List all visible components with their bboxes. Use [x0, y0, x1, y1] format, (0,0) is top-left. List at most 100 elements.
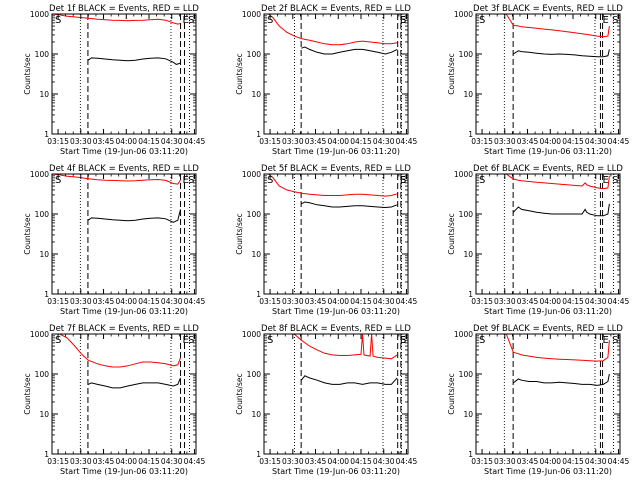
panel-9-series-black-events — [512, 373, 610, 386]
panel-3-y-axis-label: Counts/sec — [447, 53, 456, 94]
panel-4-y-tick-label-2: 100 — [35, 210, 50, 219]
panel-2-x-tick-label-0: 03:15 — [259, 137, 281, 146]
panel-1-series-red-lld — [52, 14, 181, 25]
panel-7-x-tick-label-1: 03:30 — [70, 457, 92, 466]
panel-4-region-marker-2: S — [188, 175, 194, 186]
panel-7-x-tick-label-5: 04:30 — [161, 457, 183, 466]
panel-3-region-marker-2: S — [612, 15, 618, 26]
panel-5-x-tick-label-6: 04:45 — [396, 297, 418, 306]
panel-9-x-tick-label-5: 04:30 — [585, 457, 607, 466]
panel-4-region-marker-1: E — [183, 175, 189, 186]
panel-1-y-axis-label: Counts/sec — [23, 53, 32, 94]
panel-7-x-tick-label-3: 04:00 — [115, 457, 137, 466]
panel-7-y-tick-label-3: 1000 — [30, 330, 49, 339]
panel-8-title: Det 8f BLACK = Events, RED = LLD — [261, 324, 411, 334]
panel-4-x-tick-label-6: 04:45 — [184, 297, 206, 306]
panel-6-x-tick-label-2: 03:45 — [517, 297, 539, 306]
panel-2-x-axis-label: Start Time (19-Jun-06 03:11:20) — [272, 147, 400, 156]
panel-3-x-tick-label-3: 04:00 — [539, 137, 561, 146]
panel-9-plot-frame — [475, 333, 621, 455]
panel-1-region-marker-1: E — [183, 15, 189, 26]
panel-5-x-tick-label-1: 03:30 — [282, 297, 304, 306]
panel-4-y-tick-label-3: 1000 — [30, 170, 49, 179]
panel-1-y-tick-label-1: 10 — [39, 90, 49, 99]
panel-2-x-tick-label-4: 04:15 — [350, 137, 372, 146]
panel-6-x-tick-label-1: 03:30 — [494, 297, 516, 306]
panel-2-series-red-lld — [264, 14, 398, 46]
panel-4-x-tick-label-5: 04:30 — [161, 297, 183, 306]
panel-2-y-axis-label: Counts/sec — [235, 53, 244, 94]
panel-9-region-marker-2: S — [612, 335, 618, 346]
panel-4-y-tick-label-0: 1 — [44, 290, 49, 299]
panel-7-x-tick-label-2: 03:45 — [93, 457, 115, 466]
panel-8-region-marker-1: E — [400, 335, 406, 346]
panel-1-x-tick-label-1: 03:30 — [70, 137, 92, 146]
panel-2-x-tick-label-1: 03:30 — [282, 137, 304, 146]
panel-3-x-tick-label-0: 03:15 — [471, 137, 493, 146]
panel-1: 1 10 100 1000 03:15 03:30 03:45 04:00 04:15 04:30… — [23, 4, 206, 156]
panel-1-series-black-events — [87, 57, 181, 65]
panel-2-x-tick-label-5: 04:30 — [373, 137, 395, 146]
panel-4-series-red-lld — [52, 174, 181, 185]
panel-5-y-tick-label-2: 100 — [247, 210, 262, 219]
panel-5-y-tick-label-1: 10 — [251, 250, 261, 259]
panel-2-x-tick-label-3: 04:00 — [327, 137, 349, 146]
panel-3-title: Det 3f BLACK = Events, RED = LLD — [473, 4, 623, 14]
panel-3-region-marker-0: S — [479, 15, 485, 26]
panel-2-y-tick-label-2: 100 — [247, 50, 262, 59]
panel-8-y-axis-label: Counts/sec — [235, 373, 244, 414]
panel-2-plot-frame — [263, 13, 409, 135]
panel-4-plot-frame — [51, 173, 197, 295]
panel-5-x-tick-label-4: 04:15 — [350, 297, 372, 306]
panel-3-x-tick-label-6: 04:45 — [608, 137, 630, 146]
panel-6-x-tick-label-4: 04:15 — [562, 297, 584, 306]
panel-3-x-tick-label-5: 04:30 — [585, 137, 607, 146]
panel-7-y-tick-label-2: 100 — [35, 370, 50, 379]
panel-8-y-tick-label-2: 100 — [247, 370, 262, 379]
panel-3-y-tick-label-2: 100 — [459, 50, 474, 59]
panel-3-x-tick-label-4: 04:15 — [562, 137, 584, 146]
panel-4-x-tick-label-2: 03:45 — [93, 297, 115, 306]
panel-9-x-axis-label: Start Time (19-Jun-06 03:11:20) — [484, 467, 612, 476]
panel-7-y-tick-label-1: 10 — [39, 410, 49, 419]
panel-8-x-tick-label-3: 04:00 — [327, 457, 349, 466]
panel-6-x-tick-label-0: 03:15 — [471, 297, 493, 306]
panel-5-x-tick-label-5: 04:30 — [373, 297, 395, 306]
panel-7-title: Det 7f BLACK = Events, RED = LLD — [49, 324, 199, 334]
panel-5: 1 10 100 1000 03:15 03:30 03:45 04:00 04:15 04:30… — [235, 164, 418, 316]
panel-7-series-black-events — [87, 377, 181, 389]
panel-6-y-tick-label-2: 100 — [459, 210, 474, 219]
panel-6-series-black-events — [512, 203, 610, 217]
panel-1-y-tick-label-3: 1000 — [30, 10, 49, 19]
panel-9-y-tick-label-3: 1000 — [454, 330, 473, 339]
panel-7-plot-frame — [51, 333, 197, 455]
panel-7-region-marker-2: S — [188, 335, 194, 346]
panel-7-y-axis-label: Counts/sec — [23, 373, 32, 414]
panel-8-series-black-events — [300, 375, 398, 385]
panel-1-y-tick-label-2: 100 — [35, 50, 50, 59]
panel-4-title: Det 4f BLACK = Events, RED = LLD — [49, 164, 199, 174]
panel-2-region-marker-1: E — [400, 15, 406, 26]
panel-4-x-tick-label-1: 03:30 — [70, 297, 92, 306]
panel-2-y-tick-label-0: 1 — [256, 130, 261, 139]
panel-8-y-tick-label-3: 1000 — [242, 330, 261, 339]
panel-5-x-tick-label-0: 03:15 — [259, 297, 281, 306]
panel-9-region-marker-1: E — [602, 335, 608, 346]
panel-2-x-tick-label-6: 04:45 — [396, 137, 418, 146]
panel-7-x-tick-label-4: 04:15 — [138, 457, 160, 466]
panel-2-x-tick-label-2: 03:45 — [305, 137, 327, 146]
panel-6-x-axis-label: Start Time (19-Jun-06 03:11:20) — [484, 307, 612, 316]
panel-1-x-tick-label-0: 03:15 — [47, 137, 69, 146]
panel-2-region-marker-0: S — [267, 15, 273, 26]
panel-6-plot-frame — [475, 173, 621, 295]
panel-2-title: Det 2f BLACK = Events, RED = LLD — [261, 4, 411, 14]
panel-9-title: Det 9f BLACK = Events, RED = LLD — [473, 324, 623, 334]
panel-7-x-tick-label-0: 03:15 — [47, 457, 69, 466]
panel-5-plot-frame — [263, 173, 409, 295]
panel-2-series-black-events — [301, 46, 398, 55]
panel-8-x-tick-label-1: 03:30 — [282, 457, 304, 466]
panel-7-series-red-lld — [52, 334, 181, 368]
panel-6-x-tick-label-5: 04:30 — [585, 297, 607, 306]
